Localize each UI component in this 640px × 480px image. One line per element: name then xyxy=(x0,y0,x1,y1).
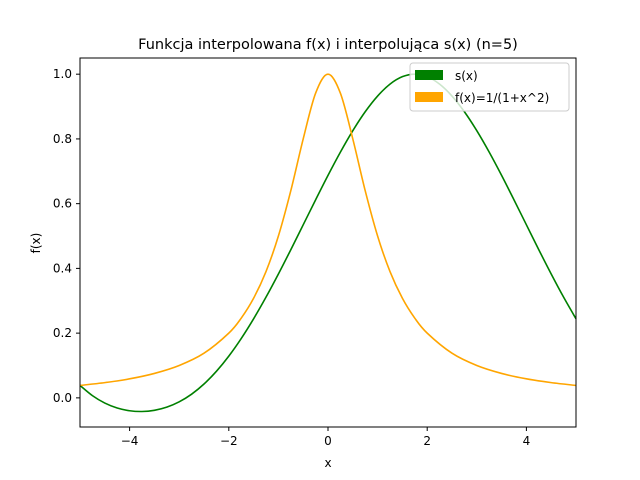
legend-label-s: s(x) xyxy=(455,69,478,83)
series-layer xyxy=(79,73,577,413)
legend-label-f: f(x)=1/(1+x^2) xyxy=(455,91,549,105)
x-tick-label: 2 xyxy=(423,434,431,448)
y-tick-label: 0.4 xyxy=(53,261,72,275)
legend-box xyxy=(409,62,570,112)
y-tick-label: 0.0 xyxy=(53,391,72,405)
series-line-f xyxy=(79,73,577,387)
y-tick-label: 1.0 xyxy=(53,67,72,81)
y-tick-label: 0.6 xyxy=(53,197,72,211)
y-tick-label: 0.8 xyxy=(53,132,72,146)
plot-frame xyxy=(79,57,577,428)
legend-swatch-s xyxy=(415,70,443,80)
y-tick-label: 0.2 xyxy=(53,326,72,340)
x-tick-label: −2 xyxy=(220,434,238,448)
chart-title: Funkcja interpolowana f(x) i interpolują… xyxy=(138,37,518,53)
legend-swatch-f xyxy=(415,92,443,102)
series-line-s xyxy=(79,73,577,413)
x-tick-label: 4 xyxy=(523,434,531,448)
x-tick-label: −4 xyxy=(121,434,139,448)
x-axis-label: x xyxy=(324,456,331,470)
x-tick-label: 0 xyxy=(324,434,332,448)
x-axis-ticks: −4 −2 0 2 4 xyxy=(121,427,530,448)
y-axis-ticks: 0.0 0.2 0.4 0.6 0.8 1.0 xyxy=(53,67,80,405)
plot-area xyxy=(79,57,577,428)
legend: s(x) f(x)=1/(1+x^2) xyxy=(409,62,570,112)
y-axis-label: f(x) xyxy=(29,233,43,254)
